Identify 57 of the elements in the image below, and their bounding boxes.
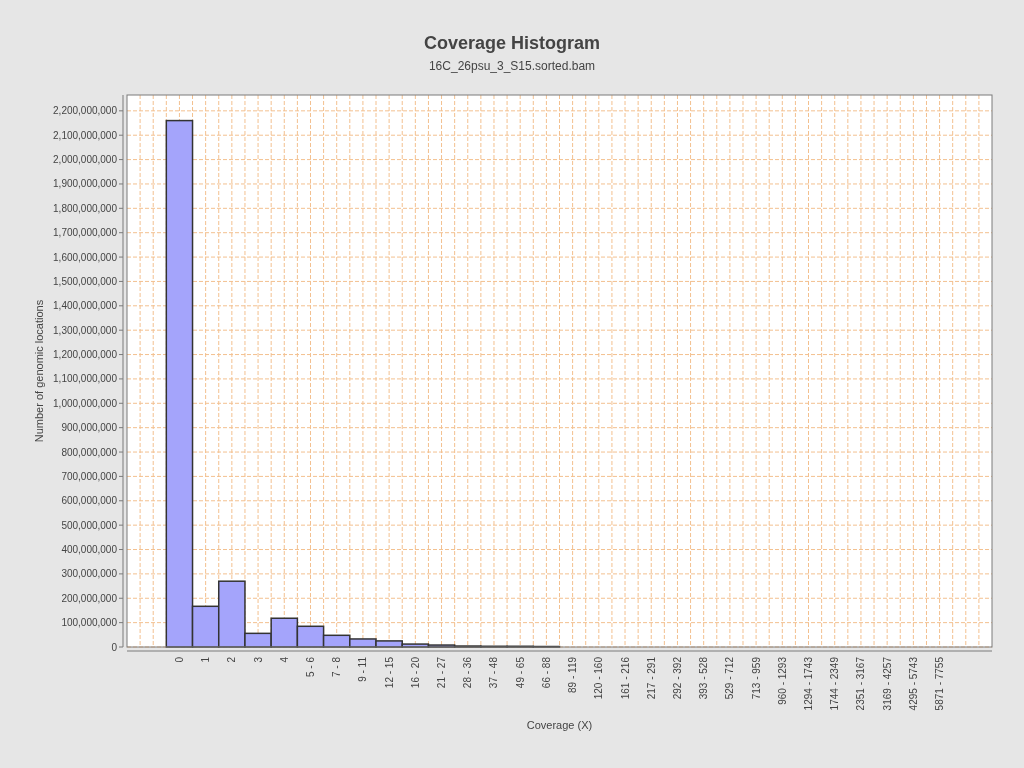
- x-tick-label: 292 - 392: [671, 656, 683, 700]
- y-tick-label: 1,900,000,000: [53, 178, 118, 190]
- x-tick-label: 4295 - 5743: [907, 656, 919, 711]
- y-axis-title: Number of genomic locations: [33, 299, 45, 443]
- y-tick-label: 1,000,000,000: [53, 397, 118, 409]
- x-tick-label: 1294 - 1743: [803, 656, 815, 711]
- x-tick-label: 37 - 48: [488, 656, 500, 689]
- x-tick-label: 2351 - 3167: [855, 656, 867, 711]
- x-tick-label: 161 - 216: [619, 656, 631, 700]
- y-tick-label: 1,700,000,000: [53, 227, 118, 239]
- y-tick-label: 500,000,000: [61, 519, 118, 531]
- x-tick-label: 5871 - 7755: [934, 656, 946, 711]
- y-tick-label: 600,000,000: [61, 495, 118, 507]
- y-tick-label: 1,300,000,000: [53, 324, 118, 336]
- x-tick-label: 28 - 36: [462, 656, 474, 689]
- x-tick-label: 9 - 11: [357, 656, 369, 682]
- y-tick-label: 400,000,000: [61, 544, 118, 556]
- y-tick-label: 1,500,000,000: [53, 275, 118, 287]
- x-tick-label: 5 - 6: [304, 656, 316, 678]
- x-tick-label: 16 - 20: [409, 656, 421, 689]
- y-tick-label: 1,800,000,000: [53, 202, 118, 214]
- y-tick-label: 2,100,000,000: [53, 129, 118, 141]
- x-axis-title: Coverage (X): [526, 719, 593, 731]
- x-tick-label: 66 - 88: [540, 656, 552, 689]
- x-tick-label: 3169 - 4257: [881, 656, 893, 711]
- x-tick-label: 1744 - 2349: [829, 656, 841, 711]
- x-tick-label: 3: [252, 656, 264, 663]
- y-tick-label: 800,000,000: [61, 446, 118, 458]
- chart-title: Coverage Histogram: [423, 33, 601, 53]
- x-tick-label: 393 - 528: [698, 656, 710, 700]
- y-tick-label: 0: [111, 641, 118, 653]
- y-tick-label: 1,100,000,000: [53, 373, 118, 385]
- x-tick-label: 960 - 1293: [776, 656, 788, 705]
- y-tick-label: 900,000,000: [61, 422, 118, 434]
- x-tick-label: 89 - 119: [567, 656, 579, 693]
- y-tick-label: 2,200,000,000: [53, 105, 118, 117]
- x-tick-label: 120 - 160: [593, 656, 605, 700]
- x-tick-label: 12 - 15: [383, 656, 395, 689]
- y-tick-label: 1,200,000,000: [53, 349, 118, 361]
- y-tick-label: 100,000,000: [61, 617, 118, 629]
- x-tick-label: 21 - 27: [436, 656, 448, 689]
- y-tick-label: 2,000,000,000: [53, 154, 118, 166]
- x-tick-label: 49 - 65: [514, 656, 526, 689]
- y-tick-label: 1,400,000,000: [53, 300, 118, 312]
- y-tick-label: 200,000,000: [61, 592, 118, 604]
- x-tick-label: 217 - 291: [645, 656, 657, 700]
- x-tick-label: 0: [173, 656, 185, 663]
- x-tick-label: 7 - 8: [331, 656, 343, 678]
- y-tick-label: 1,600,000,000: [53, 251, 118, 263]
- x-tick-label: 2: [226, 656, 238, 663]
- x-tick-label: 529 - 712: [724, 656, 736, 700]
- y-tick-label: 300,000,000: [61, 568, 118, 580]
- y-tick-label: 700,000,000: [61, 470, 118, 482]
- x-tick-label: 4: [278, 656, 290, 663]
- x-tick-label: 1: [200, 656, 212, 663]
- chart-subtitle: 16C_26psu_3_S15.sorted.bam: [428, 59, 596, 73]
- x-tick-label: 713 - 959: [750, 656, 762, 700]
